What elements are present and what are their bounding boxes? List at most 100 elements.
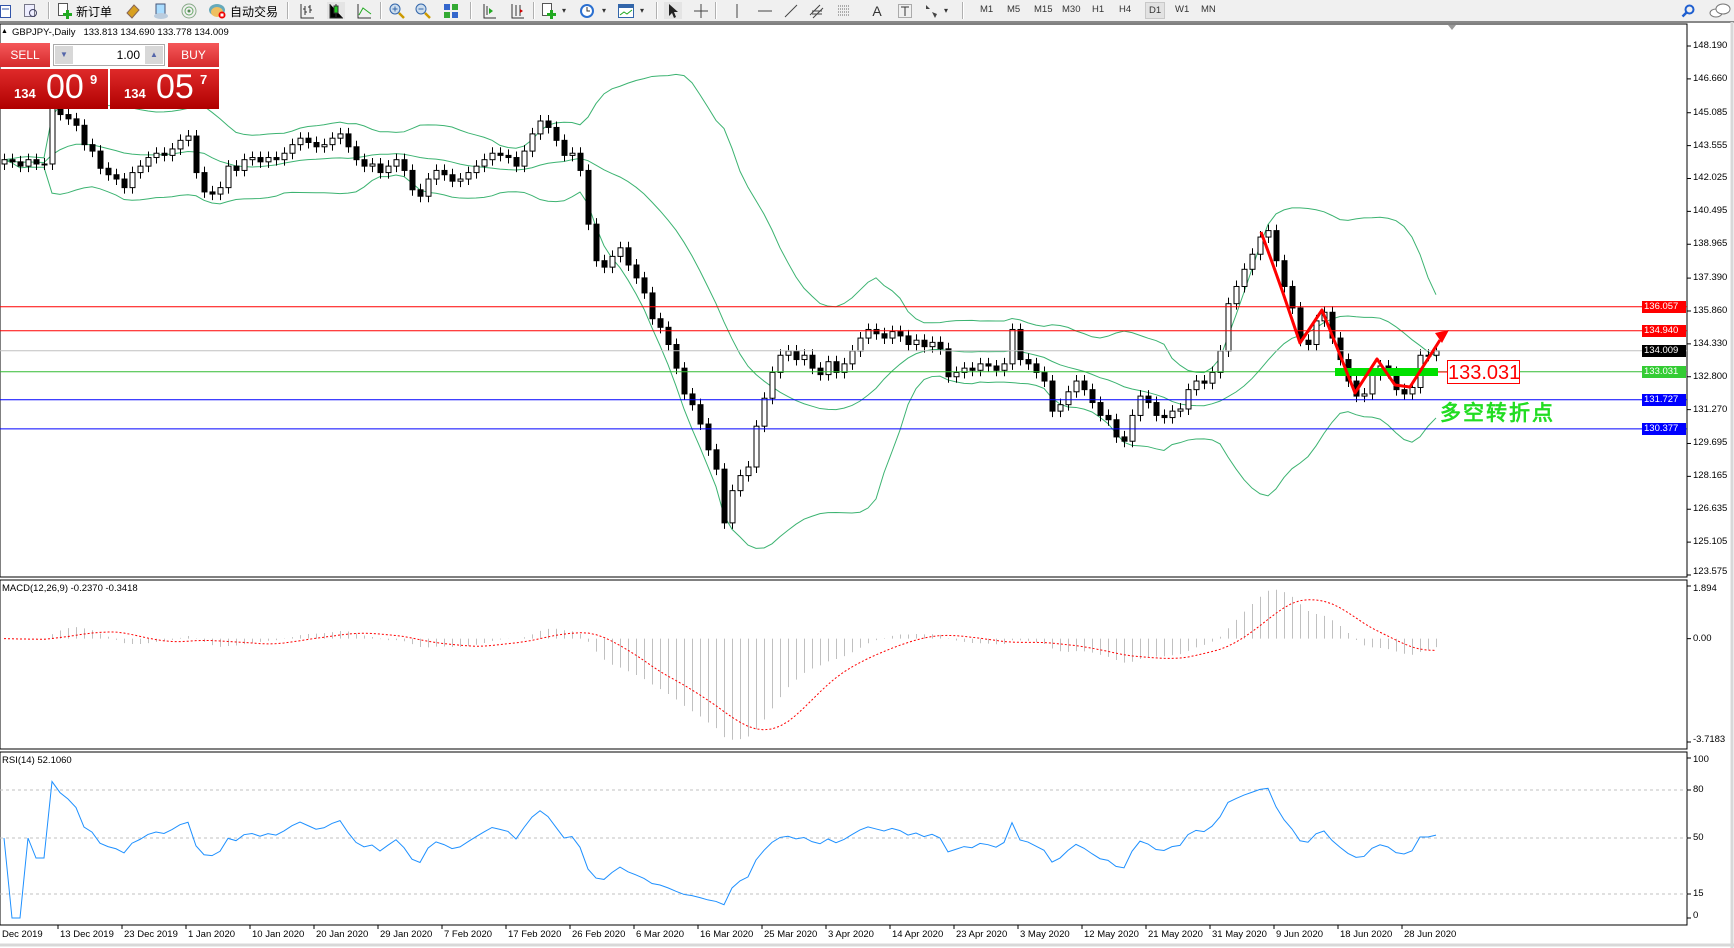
candle <box>921 334 928 353</box>
new-order-icon[interactable] <box>56 2 74 19</box>
profiles-icon[interactable] <box>22 2 40 19</box>
candle <box>913 334 920 351</box>
buy-price-main: 05 <box>156 68 194 106</box>
period-m5[interactable]: M5 <box>1007 4 1021 15</box>
new-chart-icon[interactable] <box>0 2 12 19</box>
trendline-icon[interactable] <box>782 2 800 19</box>
candle <box>233 160 240 177</box>
horizontal-line-icon[interactable] <box>756 2 774 19</box>
candle <box>729 484 736 529</box>
fibonacci-retracement-icon[interactable] <box>836 2 854 19</box>
auto-trading-button[interactable]: 自动交易 <box>230 5 279 19</box>
price-axis-tick: 137.390 <box>1693 272 1728 284</box>
cursor-icon[interactable] <box>664 2 682 19</box>
candle <box>961 362 968 379</box>
candle <box>889 325 896 345</box>
templates-icon[interactable] <box>617 2 635 19</box>
indicators-icon[interactable] <box>540 2 558 19</box>
lot-size-value[interactable]: 1.00 <box>116 48 140 62</box>
candle <box>969 362 976 377</box>
time-axis-label: 26 Feb 2020 <box>572 929 626 940</box>
search-icon[interactable] <box>1680 2 1696 19</box>
period-m15[interactable]: M15 <box>1034 4 1053 15</box>
period-m30[interactable]: M30 <box>1062 4 1081 15</box>
sell-button[interactable]: SELL <box>0 43 50 67</box>
candle <box>169 142 176 162</box>
price-axis-tick: 143.555 <box>1693 139 1728 151</box>
candle <box>121 173 128 194</box>
time-axis-label: 12 May 2020 <box>1084 929 1139 940</box>
candle <box>985 357 992 373</box>
period-d1[interactable]: D1 <box>1145 2 1166 19</box>
lot-size-stepper[interactable]: ▼ 1.00 ▲ <box>53 44 165 66</box>
candle <box>209 185 216 201</box>
period-mn[interactable]: MN <box>1201 4 1216 15</box>
chat-icon[interactable] <box>1708 2 1732 19</box>
equidistant-channel-icon[interactable] <box>808 2 826 19</box>
candle <box>665 321 672 351</box>
arrows-icon[interactable] <box>922 2 940 19</box>
candle <box>361 153 368 173</box>
candle <box>1209 366 1216 390</box>
price-axis-tick: 126.635 <box>1693 503 1728 515</box>
level-price-label: 131.727 <box>1642 393 1686 406</box>
period-h1[interactable]: H1 <box>1092 4 1105 15</box>
buy-button[interactable]: BUY <box>168 43 219 67</box>
new-order-button[interactable]: 新订单 <box>76 5 113 19</box>
candlesticks-icon[interactable] <box>327 2 345 19</box>
candle <box>449 168 456 188</box>
periodicity-dropdown-icon[interactable]: ▾ <box>601 6 606 15</box>
indicators-dropdown-icon[interactable]: ▾ <box>561 6 566 15</box>
candle <box>345 127 352 153</box>
candle <box>1201 375 1208 390</box>
lot-decrease-icon[interactable]: ▼ <box>55 46 73 64</box>
candle <box>873 323 880 340</box>
candle <box>1249 248 1256 276</box>
time-axis-label: 3 May 2020 <box>1020 929 1070 940</box>
auto-trading-icon[interactable] <box>207 2 227 19</box>
chart-shift-icon[interactable] <box>508 2 526 19</box>
time-axis-label: 10 Jan 2020 <box>252 929 305 940</box>
arrows-dropdown-icon[interactable]: ▾ <box>943 6 948 15</box>
candle <box>417 183 424 203</box>
main-toolbar: 新订单 自动交易 ▾ ▾ ▾ A ▾ M1 M5 M15 M30 H1 H4 D1 W1 MN <box>0 0 1734 23</box>
period-w1[interactable]: W1 <box>1175 4 1190 15</box>
candle <box>697 398 704 431</box>
vertical-line-icon[interactable] <box>728 2 746 19</box>
turning-point-text: 多空转折点 <box>1440 402 1555 425</box>
period-m1[interactable]: M1 <box>980 4 994 15</box>
candle <box>633 258 640 284</box>
tile-windows-icon[interactable] <box>442 2 460 19</box>
auto-scroll-icon[interactable] <box>480 2 498 19</box>
candle <box>953 366 960 383</box>
crosshair-icon[interactable] <box>692 2 710 19</box>
periodicity-clock-icon[interactable] <box>578 2 596 19</box>
templates-dropdown-icon[interactable]: ▾ <box>639 6 644 15</box>
candle <box>561 134 568 162</box>
zoom-in-icon[interactable] <box>388 2 406 19</box>
candle <box>457 173 464 188</box>
text-icon[interactable]: A <box>872 2 882 19</box>
candle <box>1305 334 1312 351</box>
chart-shift-marker[interactable] <box>1448 25 1456 30</box>
meta-editor-icon[interactable] <box>124 2 142 19</box>
candle <box>841 357 848 379</box>
candle <box>409 164 416 196</box>
buy-price-box[interactable]: 134 05 7 <box>110 68 219 109</box>
collapse-icon[interactable]: ▲ <box>1 28 8 35</box>
zoom-out-icon[interactable] <box>414 2 432 19</box>
line-chart-icon[interactable] <box>355 2 373 19</box>
candle <box>65 108 72 125</box>
lot-increase-icon[interactable]: ▲ <box>145 46 163 64</box>
text-label-icon[interactable] <box>896 2 914 19</box>
signals-icon[interactable] <box>180 2 198 19</box>
sell-price-box[interactable]: 134 00 9 <box>0 68 108 109</box>
period-h4[interactable]: H4 <box>1119 4 1132 15</box>
candle <box>1169 405 1176 424</box>
market-watch-icon[interactable] <box>152 2 170 19</box>
candle <box>81 119 88 151</box>
candle <box>161 147 168 162</box>
bar-chart-icon[interactable] <box>298 2 316 19</box>
macd-axis-tick: -3.7183 <box>1693 734 1726 745</box>
